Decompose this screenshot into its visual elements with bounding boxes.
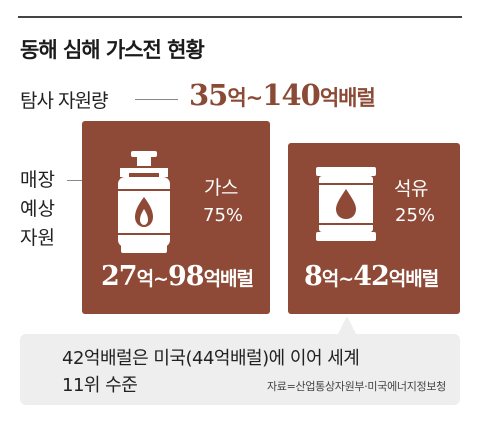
note-text: 42억배럴은 미국(44억배럴)에 이어 세계 11위 수준 bbox=[62, 345, 422, 399]
gas-value-min: 27 bbox=[101, 261, 138, 292]
note-line-1: 42억배럴은 미국(44억배럴)에 이어 세계 bbox=[62, 348, 360, 369]
gas-name: 가스 bbox=[204, 177, 238, 199]
estimate-max: 140 bbox=[262, 78, 321, 112]
gas-percent: 75% bbox=[203, 205, 244, 226]
oil-value: 8억~42억배럴 bbox=[304, 261, 439, 292]
note-box: 42억배럴은 미국(44억배럴)에 이어 세계 11위 수준 자료=산업통상자원… bbox=[20, 334, 460, 405]
estimate-label: 탐사 자원량 bbox=[20, 90, 108, 112]
gas-card: 가스 75% 27억~98억배럴 bbox=[82, 121, 270, 314]
side-connector-line bbox=[67, 180, 95, 181]
oil-card: 석유 25% 8억~42억배럴 bbox=[288, 143, 460, 314]
oil-barrel-icon bbox=[316, 167, 376, 247]
estimate-min: 35 bbox=[189, 78, 228, 112]
oil-name: 석유 bbox=[394, 178, 428, 200]
estimate-connector-line bbox=[135, 99, 178, 100]
note-line-2: 11위 수준 bbox=[62, 375, 138, 396]
gas-value: 27억~98억배럴 bbox=[101, 261, 254, 292]
oil-value-min-unit: 억~ bbox=[321, 268, 354, 290]
side-label-line-2: 예상 bbox=[20, 198, 55, 220]
oil-value-min: 8 bbox=[304, 261, 323, 292]
gas-value-max: 98 bbox=[167, 261, 205, 292]
note-pointer bbox=[338, 316, 356, 334]
top-divider bbox=[18, 16, 462, 18]
source-credit: 자료=산업통상자원부·미국에너지정보청 bbox=[266, 380, 446, 393]
side-label-line-1: 매장 bbox=[20, 169, 55, 191]
estimate-max-unit: 억배럴 bbox=[319, 86, 376, 110]
oil-percent: 25% bbox=[395, 205, 436, 226]
estimate-value: 35억~140억배럴 bbox=[189, 78, 376, 112]
estimate-min-unit: 억~ bbox=[227, 86, 263, 110]
side-label-line-3: 자원 bbox=[20, 227, 55, 249]
gas-value-min-unit: 억~ bbox=[136, 268, 169, 290]
page-title: 동해 심해 가스전 현황 bbox=[20, 38, 205, 62]
gas-cylinder-icon bbox=[110, 151, 178, 259]
gas-value-max-unit: 억배럴 bbox=[203, 268, 254, 290]
oil-value-max-unit: 억배럴 bbox=[388, 268, 439, 290]
reserves-side-label: 매장 예상 자원 bbox=[20, 166, 65, 253]
oil-value-max: 42 bbox=[353, 261, 390, 292]
